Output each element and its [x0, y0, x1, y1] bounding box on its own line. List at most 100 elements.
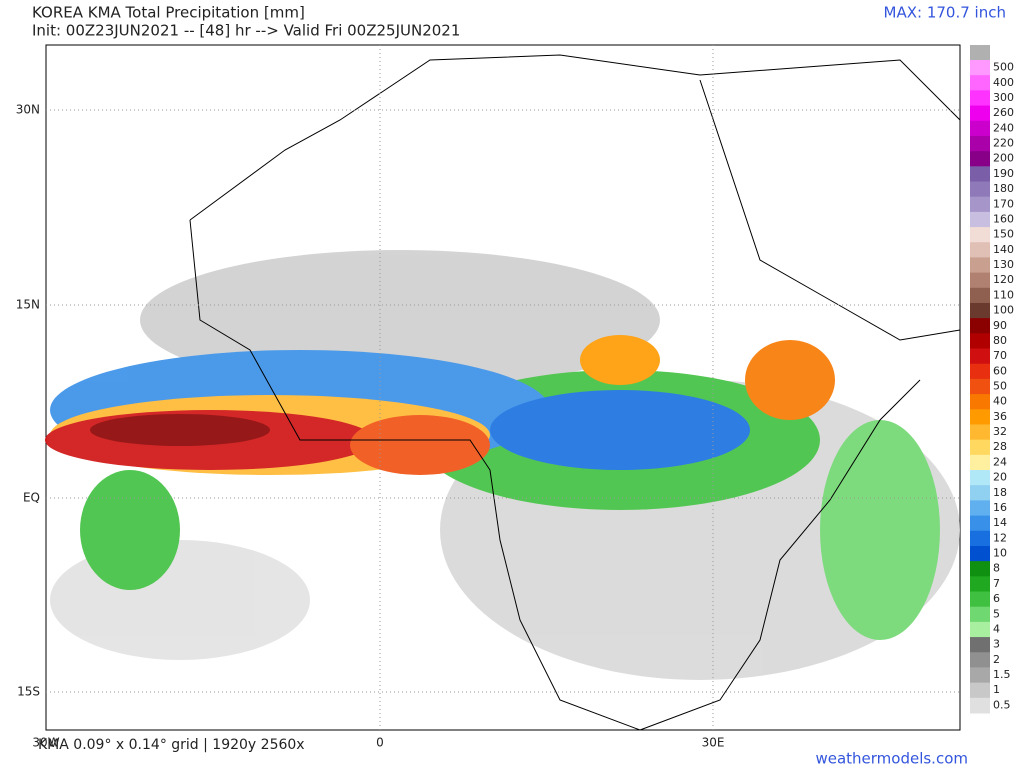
- map: [45, 44, 961, 731]
- colorbar-swatch: [970, 409, 990, 425]
- colorbar-swatch: [970, 470, 990, 486]
- colorbar-label: 220: [993, 137, 1014, 150]
- lon-label: 0: [376, 736, 384, 750]
- colorbar-top: [970, 45, 990, 60]
- colorbar-swatch: [970, 500, 990, 517]
- colorbar-swatch: [970, 196, 990, 213]
- colorbar-swatch: [970, 90, 990, 107]
- colorbar-label: 20: [993, 471, 1007, 484]
- colorbar-label: 200: [993, 152, 1014, 165]
- colorbar-label: 8: [993, 562, 1000, 575]
- footer-grid: KMA 0.09° x 0.14° grid | 1920y 2560x: [38, 737, 305, 753]
- lat-label: EQ: [23, 491, 40, 505]
- colorbar-swatch: [970, 454, 990, 471]
- colorbar-label: 18: [993, 486, 1007, 499]
- colorbar-swatch: [970, 591, 990, 608]
- colorbar-label: 14: [993, 516, 1007, 529]
- colorbar-label: 6: [993, 592, 1000, 605]
- colorbar-swatch: [970, 318, 990, 334]
- colorbar-swatch: [970, 378, 990, 395]
- colorbar-swatch: [970, 394, 990, 410]
- colorbar-label: 400: [993, 76, 1014, 89]
- colorbar-swatch: [970, 151, 990, 167]
- colorbar-swatch: [970, 652, 990, 668]
- colorbar-label: 70: [993, 349, 1007, 362]
- lon-label: 30E: [702, 736, 725, 750]
- colorbar-swatch: [970, 302, 990, 319]
- colorbar-swatch: [970, 120, 990, 137]
- colorbar-swatch: [970, 682, 990, 699]
- colorbar-swatch: [970, 606, 990, 623]
- colorbar-swatch: [970, 348, 990, 365]
- colorbar-label: 7: [993, 577, 1000, 590]
- colorbar-swatch: [970, 135, 990, 152]
- colorbar-label: 500: [993, 61, 1014, 74]
- title: KOREA KMA Total Precipitation [mm]: [32, 4, 305, 22]
- colorbar-label: 170: [993, 197, 1014, 210]
- colorbar-label: 240: [993, 121, 1014, 134]
- colorbar-swatch: [970, 105, 990, 122]
- colorbar-label: 16: [993, 501, 1007, 514]
- colorbar-label: 260: [993, 106, 1014, 119]
- colorbar-swatch: [970, 485, 990, 501]
- colorbar-swatch: [970, 439, 990, 456]
- colorbar-label: 2: [993, 653, 1000, 666]
- colorbar-label: 190: [993, 167, 1014, 180]
- colorbar-swatch: [970, 576, 990, 593]
- colorbar-swatch: [970, 545, 990, 562]
- colorbar-label: 180: [993, 182, 1014, 195]
- colorbar-swatch: [970, 637, 990, 653]
- colorbar-swatch: [970, 333, 990, 350]
- colorbar-label: 50: [993, 380, 1007, 393]
- colorbar-label: 0.5: [993, 698, 1011, 711]
- axis-labels: 30N 15N EQ 15S 30W 0 30E: [16, 103, 725, 750]
- colorbar-label: 12: [993, 531, 1007, 544]
- colorbar-label: 28: [993, 440, 1007, 453]
- colorbar-label: 1: [993, 683, 1000, 696]
- colorbar-label: 10: [993, 547, 1007, 560]
- colorbar-swatch: [970, 166, 990, 182]
- colorbar-label: 160: [993, 212, 1014, 225]
- colorbar: 5004003002602402202001901801701601501401…: [970, 60, 1014, 714]
- lon-label: 30W: [32, 736, 59, 750]
- colorbar-swatch: [970, 75, 990, 91]
- lat-label: 30N: [16, 103, 40, 117]
- colorbar-swatch: [970, 242, 990, 258]
- colorbar-swatch: [970, 424, 990, 441]
- colorbar-label: 32: [993, 425, 1007, 438]
- footer-site[interactable]: weathermodels.com: [815, 750, 968, 768]
- lat-label: 15N: [16, 298, 40, 312]
- colorbar-swatch: [970, 257, 990, 274]
- colorbar-label: 100: [993, 304, 1014, 317]
- colorbar-swatch: [970, 561, 990, 577]
- colorbar-label: 150: [993, 228, 1014, 241]
- colorbar-swatch: [970, 60, 990, 76]
- colorbar-swatch: [970, 363, 990, 380]
- colorbar-label: 140: [993, 243, 1014, 256]
- colorbar-swatch: [970, 667, 990, 684]
- colorbar-swatch: [970, 530, 990, 547]
- colorbar-label: 5: [993, 607, 1000, 620]
- colorbar-label: 40: [993, 395, 1007, 408]
- lat-label: 15S: [17, 685, 40, 699]
- colorbar-label: 1.5: [993, 668, 1011, 681]
- colorbar-label: 90: [993, 319, 1007, 332]
- colorbar-label: 60: [993, 364, 1007, 377]
- colorbar-label: 4: [993, 622, 1000, 635]
- colorbar-label: 80: [993, 334, 1007, 347]
- colorbar-swatch: [970, 181, 990, 198]
- colorbar-swatch: [970, 515, 990, 532]
- colorbar-swatch: [970, 697, 990, 714]
- colorbar-swatch: [970, 227, 990, 243]
- colorbar-label: 110: [993, 288, 1014, 301]
- colorbar-label: 24: [993, 455, 1007, 468]
- colorbar-swatch: [970, 211, 990, 228]
- colorbar-label: 36: [993, 410, 1007, 423]
- colorbar-swatch: [970, 272, 990, 289]
- colorbar-label: 120: [993, 273, 1014, 286]
- colorbar-label: 130: [993, 258, 1014, 271]
- subtitle: Init: 00Z23JUN2021 -- [48] hr --> Valid …: [32, 22, 460, 40]
- colorbar-label: 3: [993, 638, 1000, 651]
- colorbar-swatch: [970, 287, 990, 304]
